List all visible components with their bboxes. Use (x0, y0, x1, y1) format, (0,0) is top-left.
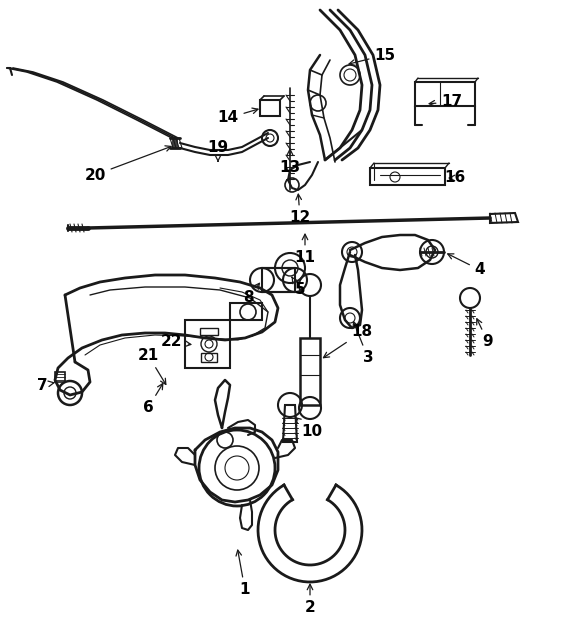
Text: 16: 16 (444, 170, 466, 185)
Text: 17: 17 (429, 95, 463, 109)
Text: 3: 3 (353, 322, 374, 366)
Text: 1: 1 (236, 550, 251, 598)
Text: 12: 12 (289, 194, 311, 226)
Text: 21: 21 (137, 348, 166, 384)
Text: 2: 2 (305, 584, 315, 616)
Text: 14: 14 (217, 108, 258, 126)
Text: 6: 6 (142, 384, 163, 415)
Text: 18: 18 (324, 325, 372, 358)
Text: 11: 11 (295, 234, 316, 266)
Text: 22: 22 (161, 335, 191, 350)
Text: 10: 10 (295, 418, 323, 440)
Text: 15: 15 (349, 47, 396, 65)
Text: 8: 8 (243, 283, 260, 305)
Text: 20: 20 (84, 146, 171, 182)
Text: 5: 5 (292, 277, 305, 297)
Text: 9: 9 (476, 318, 493, 350)
Text: 19: 19 (208, 141, 229, 161)
Text: 4: 4 (448, 254, 485, 277)
Text: 13: 13 (280, 149, 300, 175)
Text: 7: 7 (37, 378, 54, 392)
